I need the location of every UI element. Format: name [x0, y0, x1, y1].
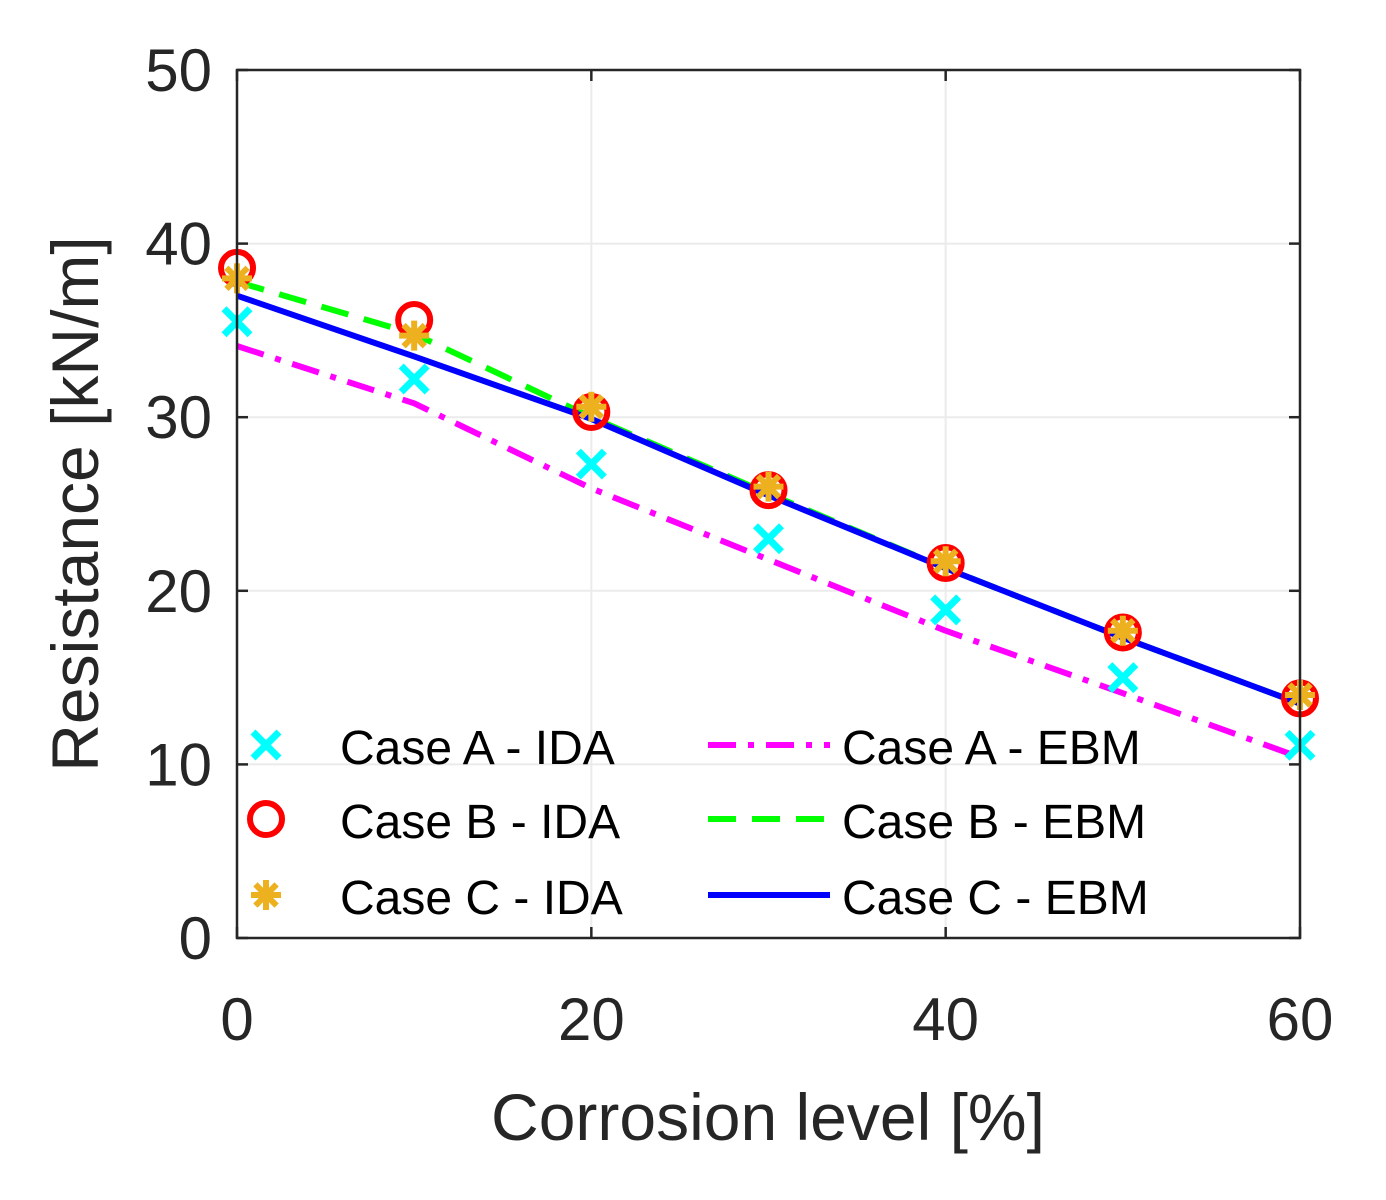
series-2-point-stroke: [755, 473, 782, 500]
series-0-point: [753, 523, 784, 555]
legend-label: Case A - EBM: [842, 722, 1141, 775]
x-axis-title: Corrosion level [%]: [491, 1080, 1045, 1154]
series-2-point: [930, 546, 961, 577]
y-tick-label: 0: [179, 905, 212, 972]
series-2-point: [576, 391, 607, 422]
legend-label: Case A - IDA: [340, 722, 615, 775]
x-tick-label: 20: [558, 986, 625, 1053]
series-0-point: [398, 363, 430, 395]
series-0-point-stroke: [575, 448, 607, 480]
y-tick-label: 50: [145, 37, 212, 104]
series-0-point: [1107, 662, 1139, 694]
series-2-point: [753, 471, 784, 502]
legend-marker-stroke: [253, 882, 279, 908]
series-0-point-stroke: [1107, 662, 1139, 694]
tick-labels: 0 20 40 60 0 10 20 30 40 50: [145, 37, 1333, 1053]
legend-entry: Case B - IDA: [247, 796, 620, 849]
x-tick-label: 0: [220, 986, 253, 1053]
y-tick-label: 40: [145, 211, 212, 278]
legend: Case A - IDA Case B - IDA Case C - IDA Case…: [247, 722, 1149, 925]
series-line-3: [236, 343, 1302, 761]
ticks: [235, 68, 1302, 940]
series-0-point: [930, 594, 962, 626]
series-2-point-stroke: [932, 548, 959, 575]
y-axis-title: Resistance [kN/m]: [38, 236, 112, 771]
series-2-point-stroke: [578, 394, 605, 420]
legend-label: Case C - EBM: [842, 872, 1149, 925]
series-0-point-stroke: [398, 363, 430, 395]
legend-entry: Case C - IDA: [251, 872, 623, 925]
series-0-point-stroke: [930, 594, 962, 626]
series-0-point-stroke: [753, 523, 784, 555]
x-tick-label: 40: [912, 986, 979, 1053]
legend-entry: Case B - EBM: [708, 796, 1146, 849]
y-tick-label: 10: [145, 731, 212, 798]
series-2-point-stroke: [1110, 618, 1136, 644]
series-0-point: [575, 448, 607, 480]
x-tick-label: 60: [1267, 986, 1334, 1053]
legend-marker-ring: [247, 800, 285, 838]
legend-label: Case C - IDA: [340, 872, 623, 925]
legend-entry: Case A - EBM: [708, 722, 1141, 775]
legend-entry: Case A - IDA: [250, 722, 615, 775]
legend-marker-stroke: [250, 729, 282, 761]
legend-label: Case B - EBM: [842, 796, 1146, 849]
y-tick-label: 20: [145, 558, 212, 625]
legend-entry: Case C - EBM: [708, 872, 1149, 925]
series-2-point-stroke: [401, 322, 427, 349]
plot-frame: [235, 68, 1302, 940]
y-tick-label: 30: [145, 384, 212, 451]
series-2-point: [1107, 615, 1138, 646]
legend-label: Case B - IDA: [340, 796, 620, 849]
series-2-point: [399, 320, 430, 351]
